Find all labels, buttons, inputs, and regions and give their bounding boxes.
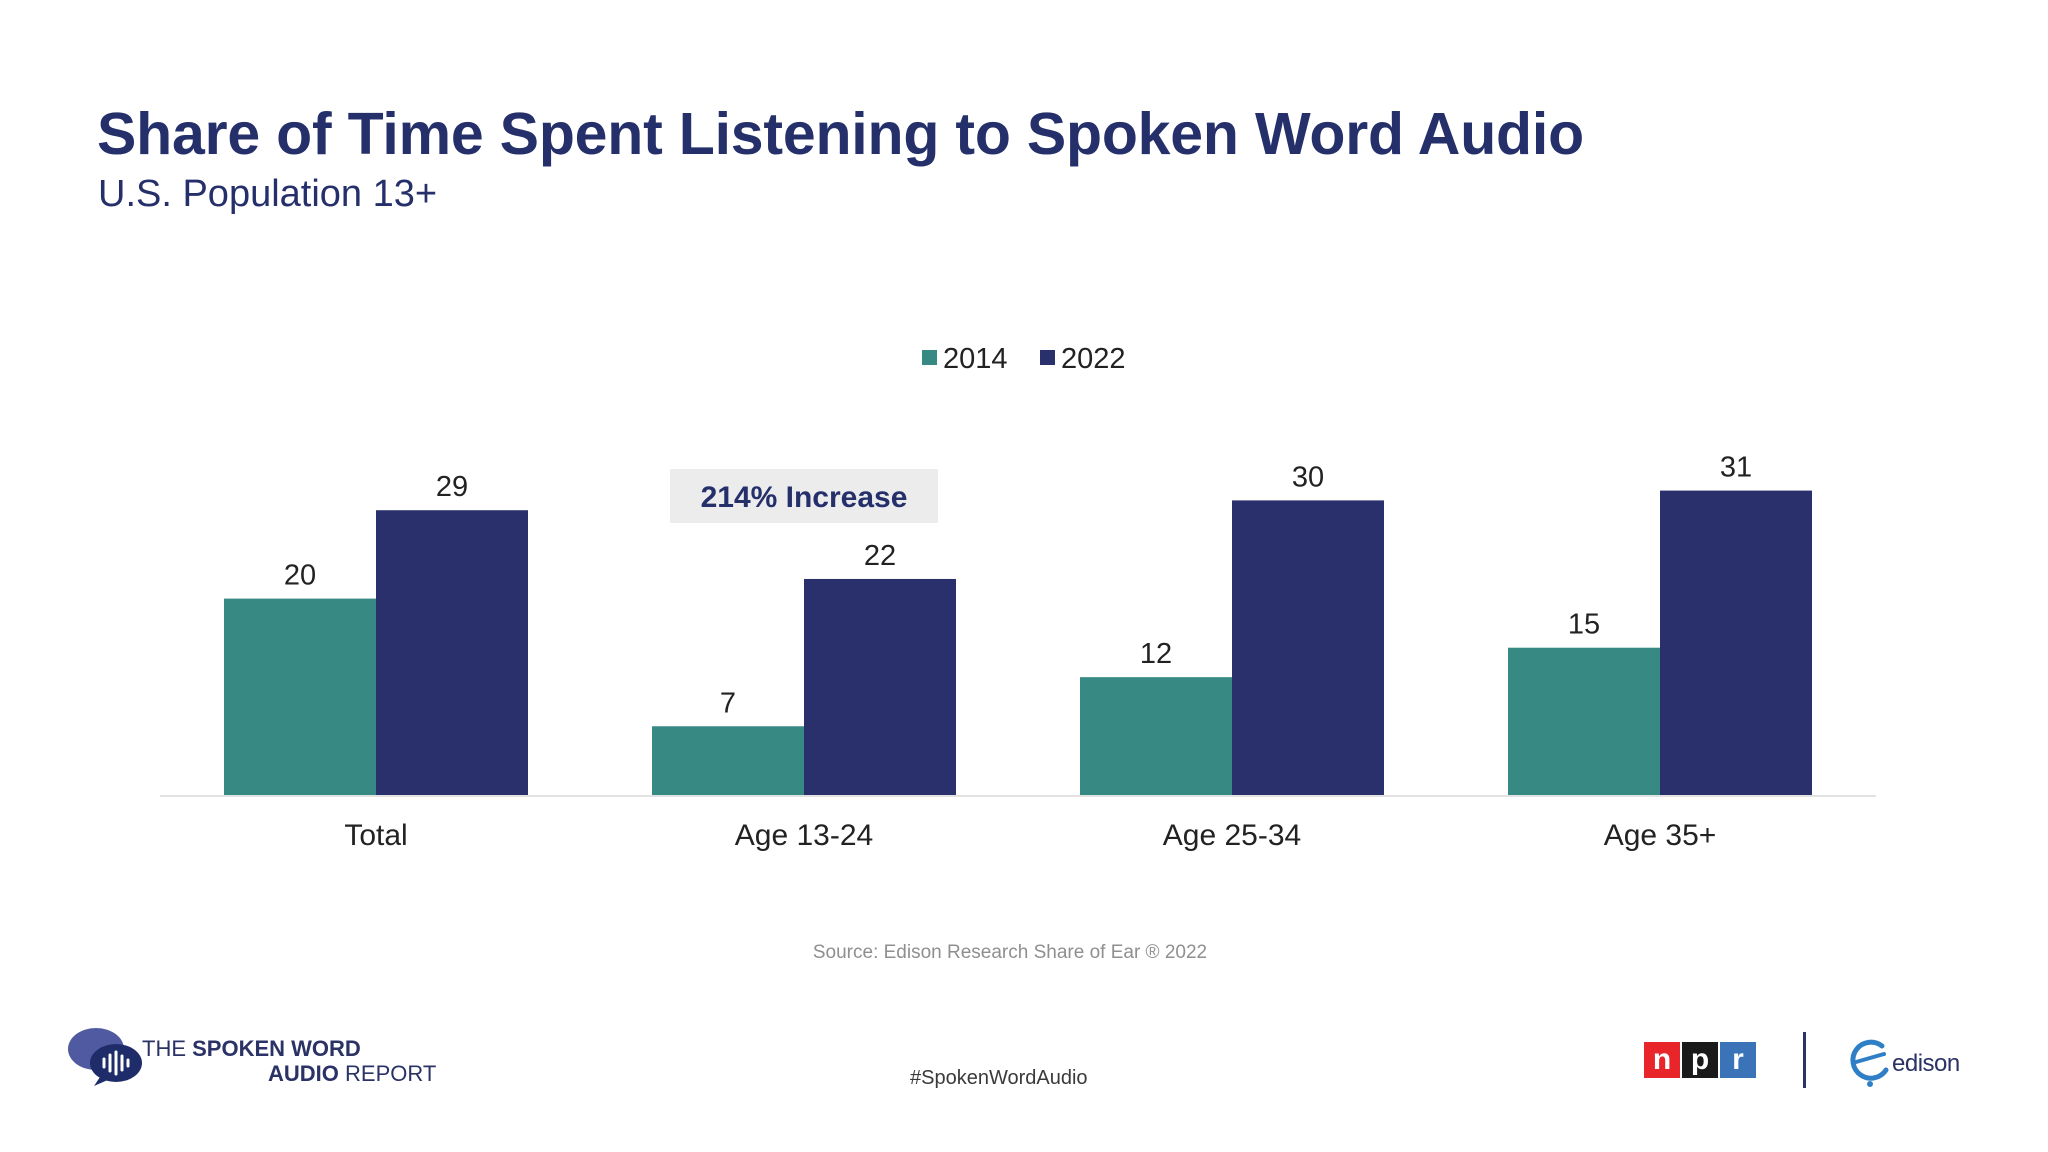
bar-age-13-24-2022	[804, 578, 956, 795]
edison-wordmark: edison	[1892, 1050, 1960, 1077]
bar-total-2022	[376, 510, 528, 795]
data-label-age-25-34-2022: 30	[1292, 461, 1324, 493]
callout-box	[670, 469, 938, 523]
hashtag: #SpokenWordAudio	[910, 1067, 1088, 1089]
data-label-total-2014: 20	[284, 560, 316, 592]
category-label-total: Total	[344, 819, 407, 852]
legend-label-2014: 2014	[943, 343, 1008, 375]
bar-age-13-24-2014	[652, 726, 804, 795]
chart-title: Share of Time Spent Listening to Spoken …	[97, 101, 1584, 167]
logo-divider	[1803, 1032, 1806, 1088]
data-label-age-35-2014: 15	[1568, 609, 1600, 641]
legend-label-2022: 2022	[1061, 343, 1126, 375]
data-label-total-2022: 29	[436, 471, 468, 503]
speech-bubble-icon	[68, 1028, 142, 1086]
npr-letter-p: p	[1682, 1042, 1718, 1078]
legend-swatch-2022	[1040, 350, 1055, 365]
callout-text: 214% Increase	[701, 481, 908, 514]
chart-subtitle: U.S. Population 13+	[98, 173, 438, 215]
data-label-age-13-24-2014: 7	[720, 687, 736, 719]
legend-swatch-2014	[922, 350, 937, 365]
npr-letter-r: r	[1720, 1042, 1756, 1078]
soundwave-icon	[102, 1050, 130, 1076]
bar-total-2014	[224, 598, 376, 795]
edison-e-icon	[1850, 1039, 1889, 1087]
data-label-age-35-2022: 31	[1720, 452, 1752, 484]
bar-chart: 2014 2022 20 29 Total 7 22 Age 13-24 12 30 Age 25-…	[160, 343, 1876, 852]
category-label-age-35: Age 35+	[1604, 819, 1717, 852]
source-note: Source: Edison Research Share of Ear ® 2…	[812, 942, 1208, 963]
data-label-age-25-34-2014: 12	[1140, 638, 1172, 670]
npr-letter-n: n	[1644, 1042, 1680, 1078]
report-logo-text: THE SPOKEN WORD AUDIO REPORT	[142, 1036, 437, 1086]
data-label-age-13-24-2022: 22	[864, 540, 896, 572]
bar-age-35-2014	[1508, 647, 1660, 795]
category-label-age-13-24: Age 13-24	[735, 819, 873, 852]
bar-age-25-34-2014	[1080, 677, 1232, 795]
bar-age-35-2022	[1660, 490, 1812, 795]
npr-logo: n p r	[1644, 1042, 1758, 1078]
bar-age-25-34-2022	[1232, 500, 1384, 795]
category-label-age-25-34: Age 25-34	[1163, 819, 1301, 852]
